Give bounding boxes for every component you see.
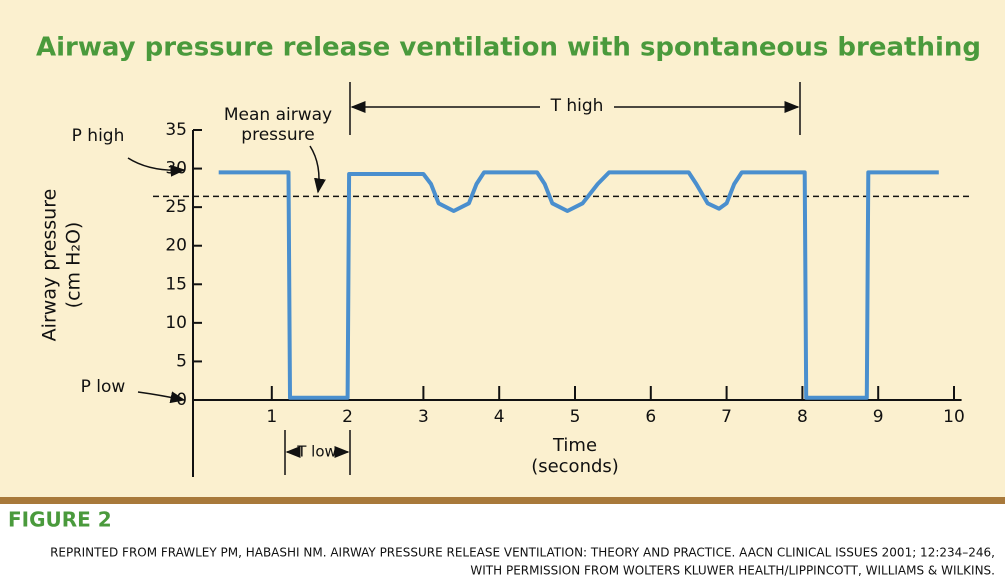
x-tick-label: 3 (418, 407, 429, 427)
pressure-line (218, 170, 939, 400)
mean-label: Mean airway (224, 105, 332, 125)
y-tick-label: 20 (165, 236, 187, 256)
x-tick-label: 2 (342, 407, 353, 427)
x-tick-label: 10 (943, 407, 965, 427)
y-tick-label: 25 (165, 197, 187, 217)
x-tick-label: 7 (721, 407, 732, 427)
p-low-label: P low (81, 377, 126, 397)
p-low-arrow (137, 391, 186, 404)
y-label: Airway pressure (39, 189, 61, 342)
y-label-line: (cm H₂O) (63, 222, 85, 309)
divider (0, 497, 1005, 504)
x-label: (seconds) (531, 456, 619, 477)
background (0, 0, 1005, 497)
t-low-bracket (284, 430, 351, 475)
y-tick-label: 15 (165, 274, 187, 294)
y-tick-label: 35 (165, 120, 187, 140)
figure-label: FIGURE 2 (8, 508, 112, 532)
x-tick-label: 1 (266, 407, 277, 427)
citation: REPRINTED FROM FRAWLEY PM, HABASHI NM. A… (50, 546, 995, 560)
y-tick-label: 0 (176, 390, 187, 410)
mean-arrow (309, 145, 326, 194)
x-label: Time (552, 435, 597, 456)
y-label-line: Airway pressure (39, 189, 61, 342)
t-high-bracket (349, 82, 801, 135)
y-tick-label: 30 (165, 159, 187, 179)
y-tick-label: 10 (165, 313, 187, 333)
x-tick-label: 9 (873, 407, 884, 427)
citation: WITH PERMISSION FROM WOLTERS KLUWER HEAL… (470, 564, 995, 578)
y-tick-label: 5 (176, 351, 187, 371)
chart-title: Airway pressure release ventilation with… (36, 33, 981, 63)
x-tick-label: 6 (645, 407, 656, 427)
x-tick-label: 4 (494, 407, 505, 427)
x-tick-label: 5 (570, 407, 581, 427)
x-tick-label: 8 (797, 407, 808, 427)
mean-label: pressure (241, 125, 314, 145)
p-high-arrow (127, 157, 186, 177)
y-label: (cm H₂O) (63, 222, 85, 309)
t-high-label: T high (550, 96, 604, 116)
t-low-label: T low (296, 443, 337, 461)
p-high-label: P high (72, 126, 125, 146)
